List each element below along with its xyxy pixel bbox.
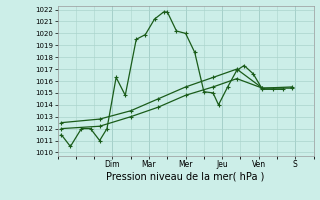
X-axis label: Pression niveau de la mer( hPa ): Pression niveau de la mer( hPa ): [107, 172, 265, 182]
